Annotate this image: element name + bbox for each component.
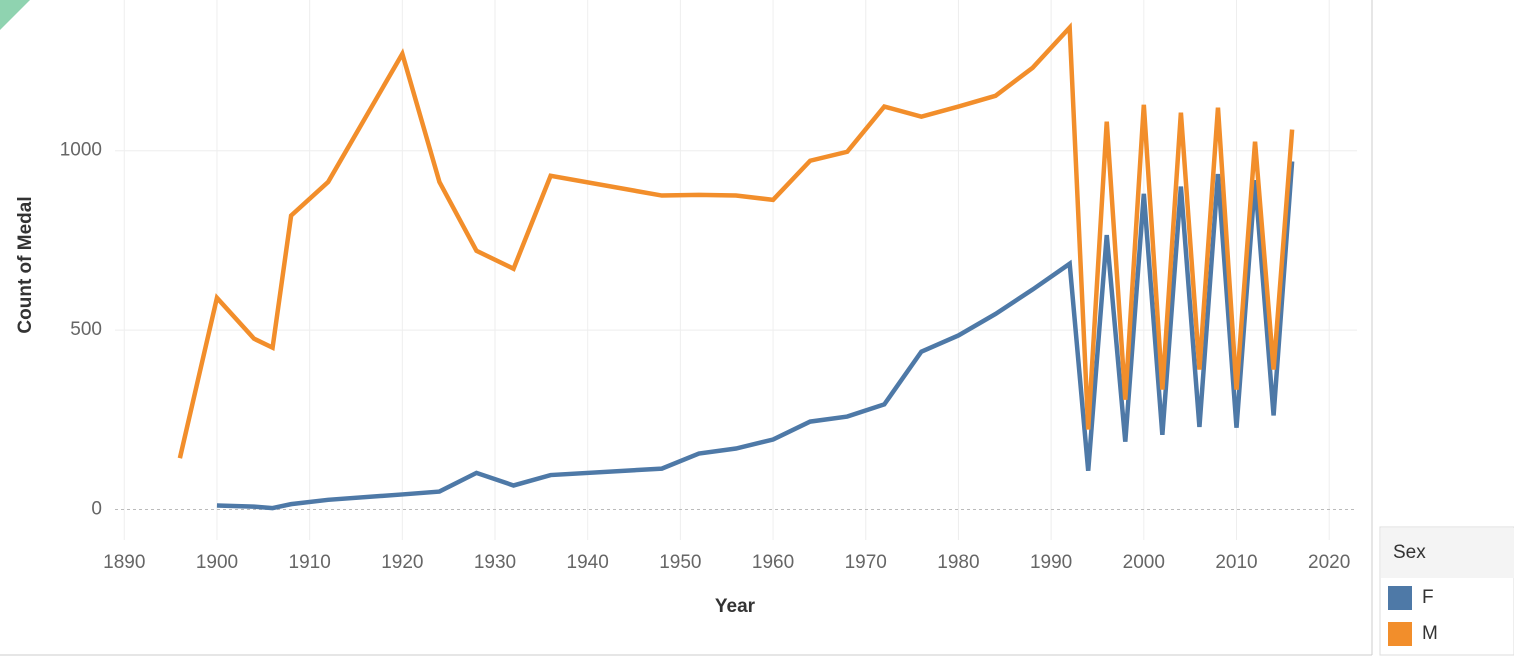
- x-tick-label: 1970: [845, 552, 887, 573]
- x-tick-label: 1940: [567, 552, 609, 573]
- x-tick-label: 2000: [1123, 552, 1165, 573]
- x-tick-label: 1990: [1030, 552, 1072, 573]
- series-line: [216, 161, 1295, 511]
- series-line: [177, 22, 1295, 459]
- y-tick-label: 1000: [60, 140, 102, 161]
- x-tick-label: 1960: [752, 552, 794, 573]
- y-tick-label: 0: [91, 499, 102, 520]
- x-tick-label: 1950: [659, 552, 701, 573]
- x-tick-label: 1980: [937, 552, 979, 573]
- x-tick-label: 1910: [289, 552, 331, 573]
- legend-swatch: [1388, 622, 1412, 646]
- y-axis-label: Count of Medal: [15, 196, 36, 333]
- corner-marker: [0, 0, 30, 30]
- x-tick-label: 1930: [474, 552, 516, 573]
- legend-header: [1381, 528, 1514, 578]
- x-tick-label: 2010: [1215, 552, 1257, 573]
- x-axis-label: Year: [715, 596, 756, 617]
- legend-swatch: [1388, 586, 1412, 610]
- legend-label: M: [1422, 623, 1438, 644]
- x-tick-label: 1920: [381, 552, 423, 573]
- x-tick-label: 1900: [196, 552, 238, 573]
- y-tick-label: 500: [70, 319, 102, 340]
- x-tick-label: 2020: [1308, 552, 1350, 573]
- legend-label: F: [1422, 587, 1434, 608]
- legend-title: Sex: [1393, 542, 1426, 563]
- x-tick-label: 1890: [103, 552, 145, 573]
